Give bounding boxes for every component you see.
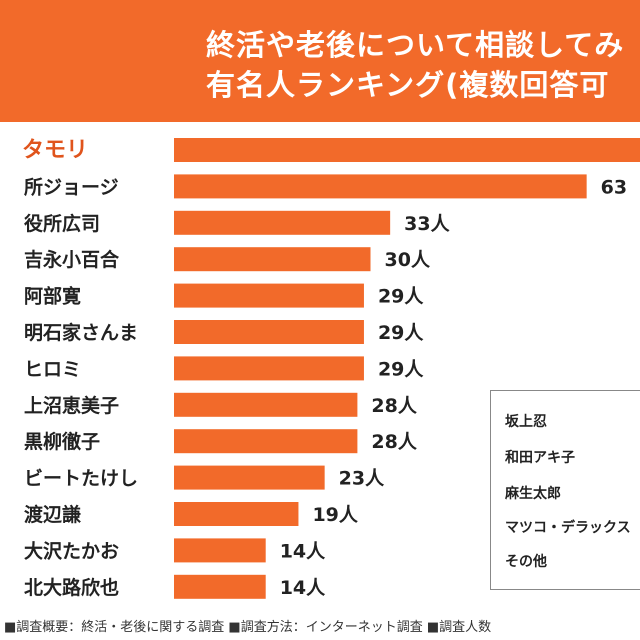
bar (174, 465, 325, 490)
value-label: 28人 (371, 431, 417, 453)
other-name-item: 和田アキ子 (505, 450, 575, 466)
bar-chart: タモリ 所ジョージ 63 役所広司 33人 吉永小百合 30人 阿部寛 29人 明石家さんま 29人… (0, 122, 640, 612)
title-banner: 終活や老後について相談してみ 有名人ランキング(複数回答可 (0, 0, 640, 122)
category-label: 渡辺謙 (24, 503, 81, 526)
value-label: 14人 (280, 540, 326, 562)
category-label: 明石家さんま (24, 321, 138, 344)
other-name-item: マツコ・デラックス (505, 520, 631, 536)
category-label: 所ジョージ (24, 176, 119, 198)
other-name-item: 麻生太郎 (505, 486, 561, 502)
value-label: 23人 (339, 468, 385, 490)
chart-title-line-2: 有名人ランキング(複数回答可 (206, 68, 610, 102)
bar (174, 392, 358, 417)
bar (174, 429, 358, 454)
bar (174, 502, 299, 526)
bar (174, 210, 391, 235)
value-label: 30人 (385, 249, 431, 271)
bar (174, 247, 371, 272)
bar (174, 356, 364, 381)
category-label: 役所広司 (24, 212, 100, 235)
category-label: ヒロミ (24, 358, 81, 380)
bar (174, 283, 364, 308)
survey-footnote: ■調査概要：終活・老後に関する調査 ■調査方法：インターネット調査 ■調査人数 (4, 620, 492, 635)
value-label: 33人 (404, 213, 450, 235)
chart-title-line-1: 終活や老後について相談してみ (206, 28, 625, 62)
other-names-box: 坂上忍 和田アキ子 麻生太郎 マツコ・デラックス その他 (490, 390, 640, 590)
value-label: 63 (601, 176, 627, 198)
category-label: 大沢たかお (24, 539, 119, 562)
category-label: 上沼恵美子 (24, 394, 119, 417)
bar (174, 138, 640, 162)
bar (174, 320, 364, 344)
other-name-item: その他 (505, 554, 547, 570)
category-label: 吉永小百合 (24, 248, 120, 271)
bar (174, 538, 266, 563)
value-label: 29人 (378, 322, 424, 344)
category-label: 阿部寛 (24, 285, 81, 308)
category-label: タモリ (22, 138, 88, 163)
bar (174, 574, 266, 599)
value-label: 28人 (371, 395, 417, 417)
value-label: 19人 (312, 504, 358, 526)
category-label: 北大路欣也 (24, 576, 119, 599)
category-label: ビートたけし (24, 468, 138, 490)
category-label: 黒柳徹子 (24, 430, 100, 453)
other-name-item: 坂上忍 (505, 414, 547, 430)
value-label: 29人 (378, 358, 424, 380)
value-label: 14人 (280, 577, 326, 599)
bar (174, 174, 587, 199)
value-label: 29人 (378, 286, 424, 308)
